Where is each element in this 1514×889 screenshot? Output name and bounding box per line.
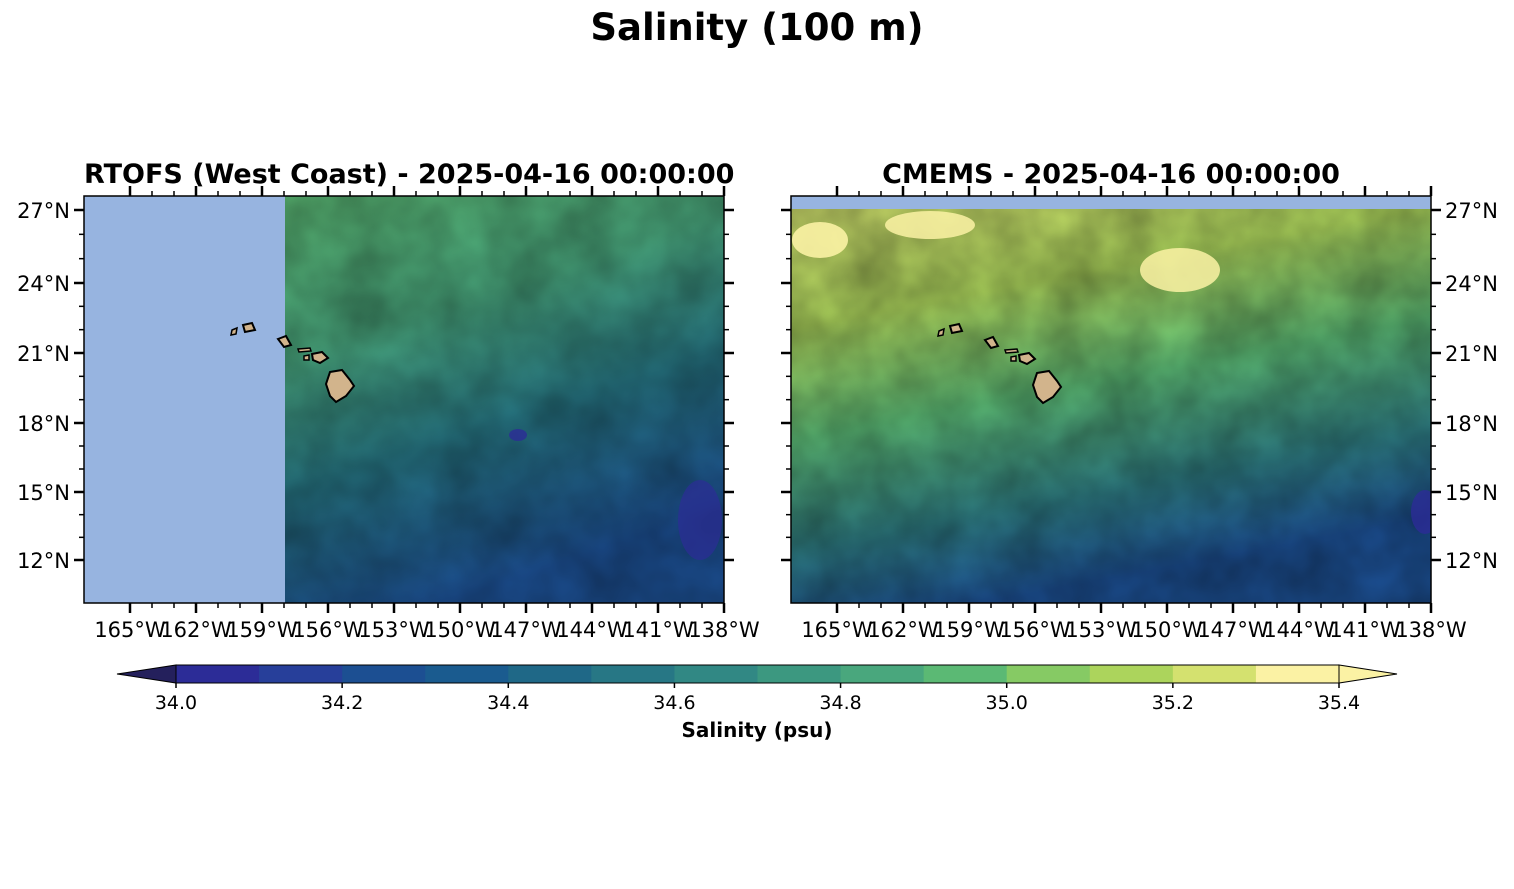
niihau-island bbox=[937, 327, 945, 337]
colorbar-extend-max bbox=[1338, 664, 1398, 684]
colorbar-label: Salinity (psu) bbox=[681, 718, 833, 742]
cmems-lon-tick-label: 153°W bbox=[1065, 618, 1137, 642]
cmems-lon-tick-label: 138°W bbox=[1395, 618, 1467, 642]
colorbar-extend-min bbox=[116, 664, 177, 684]
colorbar-bin bbox=[1089, 665, 1174, 683]
colorbar-bin bbox=[923, 665, 1008, 683]
rtofs-lon-tick-label: 156°W bbox=[292, 618, 364, 642]
oahu-island bbox=[276, 334, 293, 349]
rtofs-lon-tick-label: 144°W bbox=[556, 618, 628, 642]
rtofs-lat-tick-label: 15°N bbox=[17, 481, 70, 505]
cmems-lon-tick-label: 165°W bbox=[801, 618, 873, 642]
rtofs-low-salinity-patch bbox=[678, 480, 722, 560]
cmems-lon-tick-label: 162°W bbox=[867, 618, 939, 642]
colorbar-tick-label: 34.2 bbox=[321, 692, 363, 714]
cmems-lon-tick-label: 150°W bbox=[1131, 618, 1203, 642]
colorbar-tick-label: 35.4 bbox=[1318, 692, 1360, 714]
rtofs-eddy-texture bbox=[285, 196, 724, 603]
hawaii-big-island bbox=[324, 368, 356, 404]
colorbar-bin bbox=[757, 665, 842, 683]
figure-title: Salinity (100 m) bbox=[590, 6, 924, 49]
cmems-lon-tick-label: 144°W bbox=[1263, 618, 1335, 642]
rtofs-lon-tick-label: 141°W bbox=[622, 618, 694, 642]
colorbar-tick-label: 35.2 bbox=[1152, 692, 1194, 714]
colorbar-bin bbox=[591, 665, 675, 683]
hawaii-big-island bbox=[1031, 369, 1063, 405]
colorbar-outline bbox=[175, 664, 1340, 684]
kauai-island bbox=[948, 322, 964, 335]
cmems-map bbox=[791, 196, 1431, 603]
rtofs-lon-tick-label: 147°W bbox=[490, 618, 562, 642]
oahu-island bbox=[983, 335, 1000, 350]
cmems-lat-tick-label: 21°N bbox=[1445, 342, 1498, 366]
cmems-high-salinity-patch bbox=[792, 222, 848, 258]
lanai-island bbox=[303, 354, 310, 361]
rtofs-lon-tick-label: 150°W bbox=[424, 618, 496, 642]
molokai-island bbox=[1003, 348, 1020, 354]
maui-island bbox=[1017, 351, 1037, 366]
maui-island bbox=[310, 350, 330, 365]
cmems-lon-tick-label: 147°W bbox=[1197, 618, 1269, 642]
cmems-lon-tick-label: 156°W bbox=[999, 618, 1071, 642]
lanai-island bbox=[1010, 355, 1017, 362]
colorbar-bin bbox=[840, 665, 925, 683]
rtofs-lon-tick-label: 162°W bbox=[160, 618, 232, 642]
rtofs-lon-tick-label: 165°W bbox=[94, 618, 166, 642]
kauai-island bbox=[241, 321, 257, 334]
rtofs-lat-tick-label: 18°N bbox=[17, 412, 70, 436]
cmems-eddy-texture bbox=[791, 196, 1431, 603]
molokai-island bbox=[296, 347, 313, 353]
colorbar-bin bbox=[674, 665, 758, 683]
colorbar-tick-label: 34.0 bbox=[155, 692, 197, 714]
rtofs-lat-tick-label: 27°N bbox=[17, 199, 70, 223]
colorbar-tick-label: 34.4 bbox=[487, 692, 529, 714]
cmems-high-salinity-patch bbox=[1140, 248, 1220, 292]
rtofs-lat-tick-label: 12°N bbox=[17, 549, 70, 573]
colorbar-bin bbox=[508, 665, 592, 683]
colorbar-tick-label: 34.6 bbox=[653, 692, 695, 714]
rtofs-lat-tick-label: 21°N bbox=[17, 342, 70, 366]
colorbar-bin bbox=[425, 665, 509, 683]
rtofs-lon-tick-label: 159°W bbox=[226, 618, 298, 642]
rtofs-lat-tick-label: 24°N bbox=[17, 272, 70, 296]
rtofs-lon-tick-label: 138°W bbox=[688, 618, 760, 642]
cmems-lat-tick-label: 27°N bbox=[1445, 199, 1498, 223]
rtofs-panel-title: RTOFS (West Coast) - 2025-04-16 00:00:00 bbox=[84, 159, 735, 190]
colorbar-bin bbox=[176, 665, 260, 683]
axes-layer: 165°W162°W159°W156°W153°W150°W147°W144°W… bbox=[17, 186, 1498, 642]
cmems-islands bbox=[937, 322, 1063, 405]
cmems-low-salinity-patch bbox=[1411, 490, 1431, 534]
colorbar-bin bbox=[259, 665, 343, 683]
cmems-lon-tick-label: 159°W bbox=[933, 618, 1005, 642]
colorbar-tick-label: 35.0 bbox=[986, 692, 1028, 714]
colorbar-bin bbox=[1255, 665, 1340, 683]
cmems-lat-tick-label: 24°N bbox=[1445, 272, 1498, 296]
rtofs-map bbox=[84, 196, 724, 603]
rtofs-low-salinity-patch bbox=[509, 429, 527, 441]
rtofs-islands bbox=[230, 321, 356, 404]
niihau-island bbox=[230, 326, 238, 336]
rtofs-lon-tick-label: 153°W bbox=[358, 618, 430, 642]
colorbar: 34.0 34.2 34.4 34.6 34.8 35.0 35.2 35.4 bbox=[116, 664, 1398, 714]
cmems-lat-tick-label: 18°N bbox=[1445, 412, 1498, 436]
cmems-lat-tick-label: 15°N bbox=[1445, 481, 1498, 505]
colorbar-bin bbox=[1006, 665, 1091, 683]
cmems-lat-tick-label: 12°N bbox=[1445, 549, 1498, 573]
colorbar-tick-label: 34.8 bbox=[819, 692, 861, 714]
rtofs-nodata-area bbox=[84, 196, 285, 603]
cmems-nodata-strip bbox=[791, 196, 1431, 209]
colorbar-bin bbox=[342, 665, 426, 683]
cmems-panel-title: CMEMS - 2025-04-16 00:00:00 bbox=[882, 159, 1340, 190]
cmems-high-salinity-patch bbox=[885, 211, 975, 239]
cmems-lon-tick-label: 141°W bbox=[1329, 618, 1401, 642]
colorbar-bin bbox=[1172, 665, 1257, 683]
